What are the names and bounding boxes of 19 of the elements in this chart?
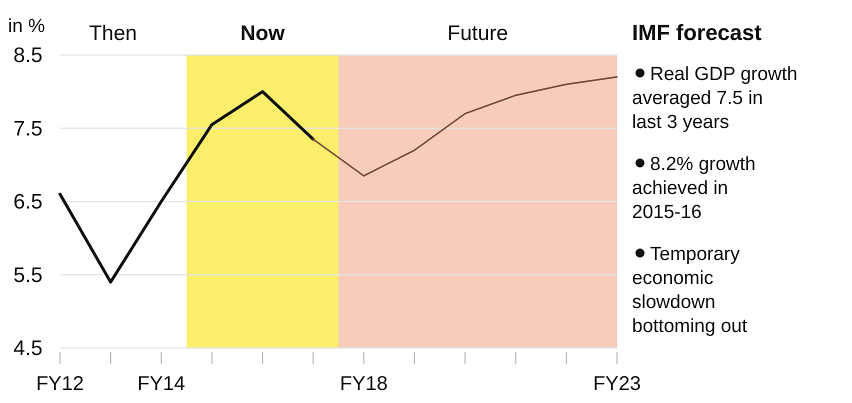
y-tick-label: 5.5	[13, 264, 43, 287]
x-tick-label: FY18	[340, 373, 388, 395]
text: 8.2% growth achieved in 2015-16	[632, 154, 756, 223]
x-tick-label: FY14	[137, 373, 186, 395]
y-axis-title: in %	[8, 16, 46, 37]
text: Future	[447, 22, 508, 45]
text: Then	[89, 22, 137, 45]
y-tick-label: 6.5	[13, 190, 43, 214]
x-tick-label: FY23	[593, 373, 641, 395]
text: Now	[240, 22, 286, 45]
text: Temporary economic slowdown bottoming out	[632, 244, 748, 337]
y-tick-label: 8.5	[13, 44, 43, 67]
line-series	[58, 90, 315, 284]
x-tick-label: FY12	[36, 373, 84, 395]
y-tick-label: 7.5	[13, 117, 43, 140]
text: IMF forecast	[632, 20, 762, 45]
text: Real GDP growth averaged 7.5 in last 3 years	[632, 64, 798, 133]
y-tick-label: 4.5	[13, 337, 43, 360]
line-series	[312, 76, 618, 177]
